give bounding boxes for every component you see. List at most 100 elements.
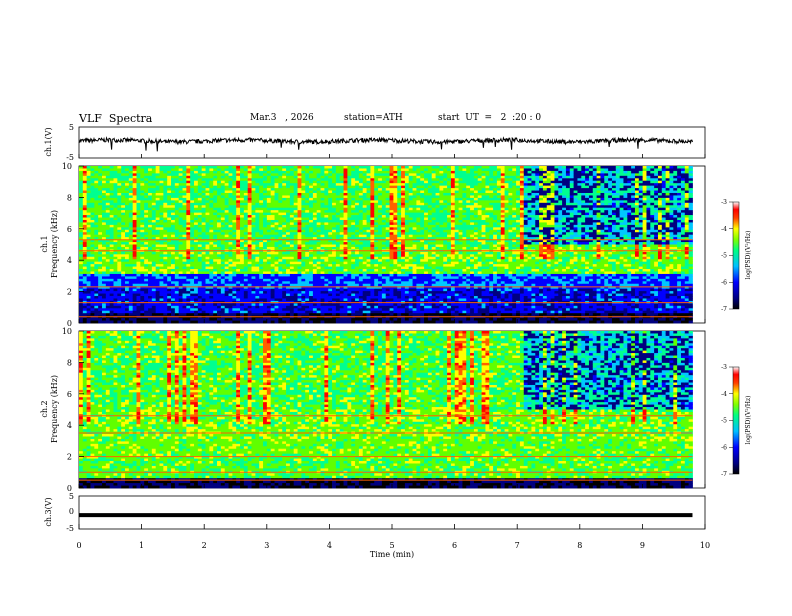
spectrogram-cell (121, 318, 126, 321)
spectrogram-cell (136, 305, 141, 309)
spectrogram-cell (320, 259, 325, 263)
spectrogram-cell (297, 320, 302, 324)
spectrogram-cell (309, 168, 314, 172)
spectrogram-cell (332, 178, 337, 182)
spectrogram-cell (125, 195, 130, 199)
spectrogram-cell (178, 266, 183, 270)
spectrogram-cell (374, 222, 379, 226)
spectrogram-cell (335, 318, 341, 321)
spectrogram-cell (178, 178, 183, 182)
spectrogram-cell (332, 180, 337, 184)
spectrogram-cell (228, 305, 233, 309)
spectrogram-cell (159, 256, 164, 260)
spectrogram-cell (132, 303, 137, 307)
spectrogram-cell (270, 269, 275, 272)
spectrogram-cell (328, 170, 333, 174)
spectrogram-cell (282, 210, 287, 214)
spectrogram-cell (140, 251, 145, 255)
spectrogram-cell (274, 227, 279, 231)
spectrogram-cell (332, 291, 337, 294)
spectrogram-cell (243, 175, 249, 179)
spectrogram-cell (220, 168, 226, 172)
spectrogram-cell (312, 271, 318, 275)
spectrogram-cell (266, 219, 272, 223)
spectrogram-cell (263, 188, 268, 191)
spectrogram-cell (316, 232, 321, 236)
spectrogram-cell (209, 305, 214, 309)
spectrogram-cell (94, 210, 99, 214)
spectrogram-cell (128, 217, 134, 221)
spectrogram-cell (282, 264, 287, 267)
spectrogram-cell (282, 190, 287, 194)
spectrogram-cell (324, 200, 329, 204)
spectrogram-cell (293, 170, 298, 174)
spectrogram-cell (309, 259, 314, 263)
spectrogram-cell (274, 281, 279, 285)
spectrogram-cell (247, 246, 252, 250)
spectrogram-cell (217, 242, 222, 245)
spectrogram-cell (79, 185, 84, 189)
spectrogram-cell (266, 239, 272, 243)
spectrogram-cell (270, 286, 275, 290)
spectrogram-cell (343, 166, 348, 169)
spectrogram-cell (94, 308, 99, 312)
spectrogram-cell (278, 178, 283, 182)
spectrogram-cell (332, 207, 337, 211)
spectrogram-cell (136, 283, 141, 287)
spectrogram-cell (163, 178, 168, 182)
spectrogram-cell (232, 227, 237, 231)
spectrogram-cell (224, 242, 229, 245)
spectrogram-cell (263, 259, 268, 263)
spectrogram-cell (140, 210, 145, 214)
spectrogram-cell (278, 197, 283, 201)
spectrogram-cell (220, 293, 226, 297)
spectrogram-cell (266, 229, 272, 233)
spectrogram-cell (293, 222, 298, 226)
spectrogram-cell (282, 212, 287, 216)
spectrogram-cell (155, 286, 160, 290)
spectrogram-cell (117, 173, 122, 177)
spectrogram-cell (243, 242, 249, 245)
spectrogram-cell (171, 266, 176, 270)
spectrogram-cell (201, 168, 206, 172)
spectrogram-cell (339, 175, 344, 179)
spectrogram-cell (293, 215, 298, 218)
spectrogram-cell (320, 269, 325, 272)
spectrogram-cell (117, 259, 122, 263)
spectrogram-cell (293, 318, 298, 321)
spectrogram-cell (347, 224, 352, 228)
spectrogram-cell (90, 205, 95, 209)
spectrogram-cell (255, 234, 260, 238)
spectrogram-cell (132, 283, 137, 287)
spectrogram-cell (109, 291, 114, 294)
spectrogram-cell (309, 222, 314, 226)
spectrogram-cell (362, 190, 367, 194)
spectrogram-cell (140, 271, 145, 275)
spectrogram-cell (255, 256, 260, 260)
spectrogram-cell (194, 229, 199, 233)
spectrogram-cell (274, 286, 279, 290)
spectrogram-cell (121, 195, 126, 199)
spectrogram-cell (201, 202, 206, 206)
spectrogram-cell (332, 298, 337, 302)
spectrogram-cell (228, 202, 233, 206)
spectrogram-cell (144, 178, 149, 182)
spectrogram-cell (274, 261, 279, 265)
spectrogram-cell (213, 173, 218, 177)
spectrogram-cell (171, 200, 176, 204)
spectrogram-cell (94, 190, 99, 194)
spectrogram-cell (113, 237, 118, 240)
spectrogram-cell (324, 222, 329, 226)
spectrogram-cell (102, 222, 107, 226)
spectrogram-cell (366, 293, 371, 297)
spectrogram-cell (94, 173, 99, 177)
spectrogram-cell (347, 288, 352, 292)
spectrogram-cell (274, 237, 279, 240)
spectrogram-cell (121, 320, 126, 324)
spectrogram-cell (347, 190, 352, 194)
spectrogram-cell (125, 278, 130, 282)
spectrogram-cell (182, 273, 187, 277)
spectrogram-cell (121, 264, 126, 267)
spectrogram-cell (328, 205, 333, 209)
spectrogram-cell (190, 222, 195, 226)
